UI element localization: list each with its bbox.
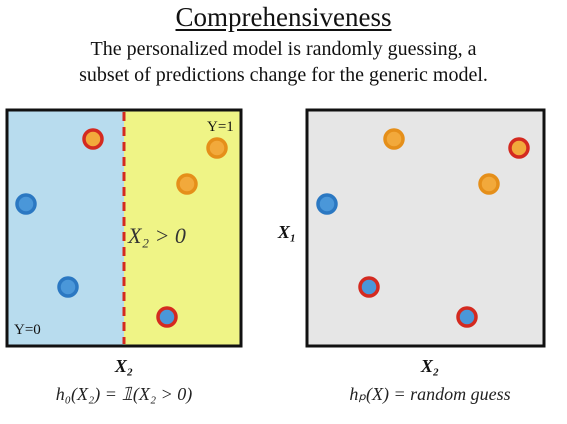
right-y-axis-label: X₁ [277, 222, 296, 242]
right-point-3 [478, 173, 500, 195]
right-panel: X₁ X₂ hₚ(X) = random guess [277, 108, 546, 405]
right-caption: hₚ(X) = random guess [349, 384, 510, 405]
left-point-6 [156, 306, 178, 328]
left-x-axis-label: X₂ [114, 356, 133, 376]
subtitle-line-2: subset of predictions change for the gen… [79, 64, 488, 86]
right-point-5 [358, 276, 380, 298]
right-point-6 [456, 306, 478, 328]
left-point-3 [176, 173, 198, 195]
left-point-4 [15, 193, 37, 215]
right-point-1 [383, 128, 405, 150]
left-region-negative [7, 110, 124, 346]
label-y1: Y=1 [207, 119, 234, 135]
right-point-2 [508, 137, 530, 159]
left-panel: Y=1 Y=0 X₂ > 0 X₂ h₀(X₂) = 𝟙(X₂ > 0) [5, 108, 243, 405]
left-panel-frame [5, 108, 243, 348]
left-point-1 [82, 128, 104, 150]
right-panel-frame [305, 108, 546, 348]
left-point-2 [206, 137, 228, 159]
right-x-axis-label: X₂ [420, 356, 439, 376]
right-point-4 [316, 193, 338, 215]
subtitle: The personalized model is randomly guess… [0, 36, 567, 88]
subtitle-line-1: The personalized model is randomly guess… [90, 38, 477, 60]
label-y0: Y=0 [14, 322, 41, 338]
title: Comprehensiveness [175, 2, 392, 32]
left-caption: h₀(X₂) = 𝟙(X₂ > 0) [56, 384, 193, 405]
boundary-label: X₂ > 0 [127, 223, 186, 248]
left-point-5 [57, 276, 79, 298]
